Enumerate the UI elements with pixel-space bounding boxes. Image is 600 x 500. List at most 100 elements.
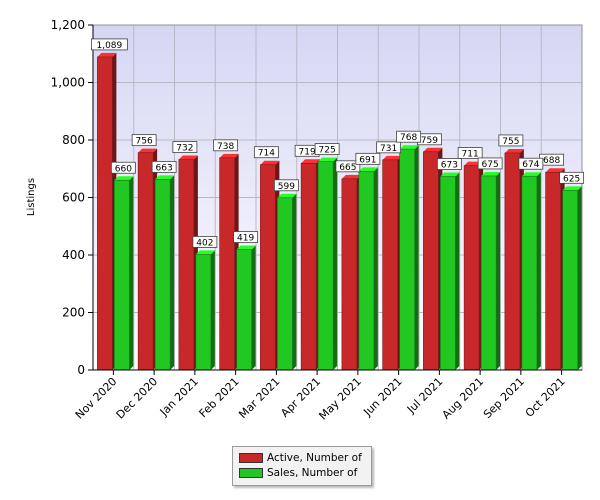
data-label: 1,089 (90, 38, 128, 51)
bar-top (114, 176, 134, 181)
data-label: 731 (376, 141, 402, 154)
data-label: 660 (110, 161, 136, 174)
y-tick-label: 200 (62, 306, 85, 320)
data-label-text: 688 (543, 156, 560, 166)
data-label: 691 (355, 152, 381, 165)
bar-sales-mar-2021 (277, 193, 297, 371)
x-tick-label: May 2021 (316, 375, 364, 423)
y-tick-label: 600 (62, 191, 85, 205)
bar-active-jul-2021 (423, 147, 443, 371)
bar-side (333, 157, 338, 370)
bar-front (562, 190, 578, 371)
bar-active-nov-2020 (97, 52, 117, 371)
bar-active-may-2021 (341, 174, 361, 371)
bar-side (373, 167, 378, 370)
data-label-text: 675 (482, 160, 499, 170)
data-label: 738 (213, 139, 239, 152)
bar-active-mar-2021 (260, 160, 280, 371)
data-label-box (314, 143, 340, 155)
bar-side (455, 172, 460, 370)
data-label-box (213, 139, 239, 152)
bar-active-feb-2021 (219, 153, 239, 371)
x-tick-label: Mar 2021 (236, 375, 282, 421)
bar-front (300, 162, 317, 371)
data-labels: 1,089 756 732 738 714 719 665 731 759 711 755 688 66… (90, 38, 585, 248)
bar-top (318, 157, 338, 162)
data-label-text: 625 (563, 174, 580, 184)
data-label: 714 (253, 146, 279, 159)
bar-front (260, 164, 276, 371)
data-label: 625 (559, 171, 585, 184)
bar-front (382, 159, 398, 371)
data-label: 419 (233, 231, 259, 244)
bar-side (292, 193, 297, 370)
bar-top (423, 147, 443, 152)
bar-active-dec-2020 (137, 148, 158, 371)
data-label-text: 755 (502, 137, 519, 147)
bar-side (170, 175, 175, 370)
bar-front (178, 159, 195, 371)
bar-active-apr-2021 (300, 159, 321, 371)
data-label-text: 738 (217, 142, 234, 152)
data-label-box (518, 157, 544, 170)
bar-top (399, 145, 419, 150)
bar-active-jun-2021 (382, 155, 402, 371)
data-label-box (335, 160, 361, 173)
y-tick-label: 1,000 (51, 76, 85, 90)
data-label-text: 674 (522, 160, 539, 170)
bar-front (154, 179, 171, 371)
grid-lines (93, 24, 582, 370)
bar-top (195, 250, 215, 255)
bar-sales-feb-2021 (236, 245, 256, 371)
bar-sales-apr-2021 (317, 157, 338, 371)
bar-front (423, 151, 439, 371)
x-tick-label: Feb 2021 (197, 375, 242, 420)
bar-sales-jun-2021 (399, 145, 419, 371)
data-label-text: 725 (319, 146, 336, 156)
bar-side (129, 176, 134, 370)
bar-sales-oct-2021 (562, 186, 582, 371)
bar-front (219, 157, 235, 371)
bar-front (399, 148, 415, 371)
bar-front (341, 178, 358, 371)
bar-top (481, 171, 501, 176)
bar-top (521, 172, 541, 177)
bar-side (251, 245, 256, 370)
bar-front (504, 152, 521, 371)
bar-top (155, 175, 175, 180)
data-label-box (436, 158, 462, 170)
data-label: 665 (335, 160, 361, 173)
bar-front (463, 165, 480, 371)
data-label-box (151, 160, 177, 173)
bar-top (219, 153, 239, 158)
data-label-text: 732 (176, 144, 193, 154)
bar-sales-aug-2021 (480, 171, 501, 371)
bar-top (138, 148, 158, 153)
legend: Active, Number of Sales, Number of (232, 446, 372, 486)
bar-top (562, 186, 582, 191)
x-tick-label: Aug 2021 (440, 375, 487, 422)
bar-top (236, 245, 256, 250)
data-label-box (192, 236, 218, 248)
bar-active-oct-2021 (545, 168, 565, 371)
data-label-box (396, 130, 422, 143)
bar-top (260, 160, 280, 165)
data-label: 755 (498, 134, 524, 147)
bar-side (536, 172, 541, 370)
bar-side (496, 171, 501, 370)
legend-label-active: Active, Number of (267, 452, 362, 464)
data-label-text: 714 (258, 149, 275, 159)
data-label-text: 1,089 (96, 41, 122, 51)
bar-sales-dec-2020 (154, 175, 175, 371)
bar-top (97, 52, 117, 57)
bar-top (178, 155, 198, 160)
bar-top (440, 172, 460, 177)
data-label-box (376, 141, 402, 154)
data-label: 402 (192, 236, 218, 248)
data-label: 663 (151, 160, 177, 173)
bar-sales-jul-2021 (440, 172, 460, 371)
bar-sales-sep-2021 (521, 172, 541, 371)
x-tick-label: Sep 2021 (481, 375, 527, 421)
data-label-text: 660 (115, 164, 132, 174)
